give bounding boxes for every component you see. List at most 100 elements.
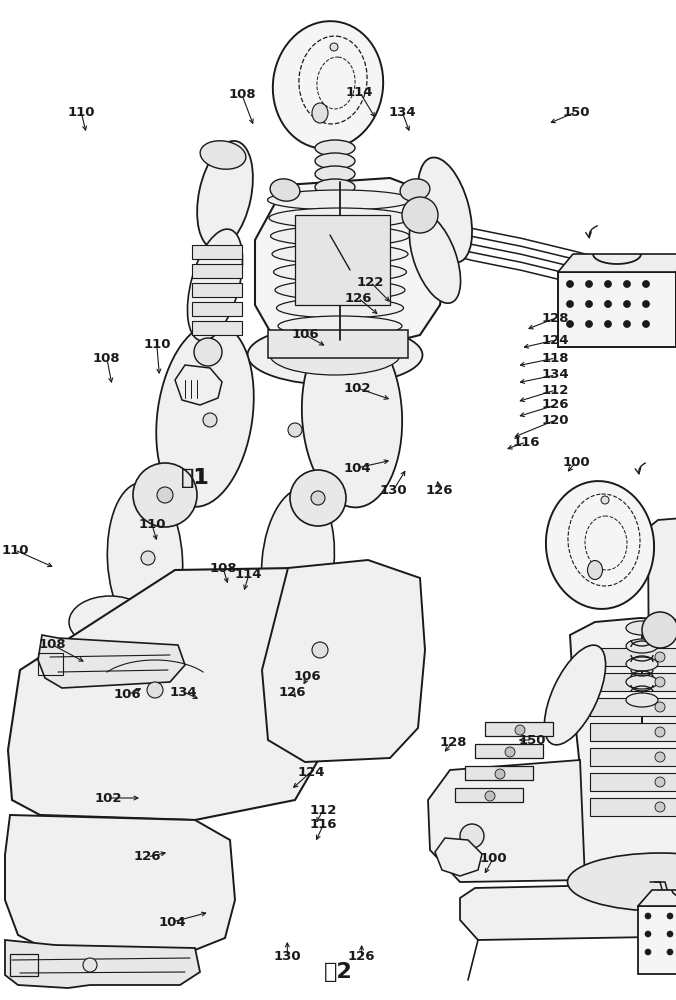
Ellipse shape bbox=[69, 596, 151, 648]
Text: 126: 126 bbox=[542, 398, 569, 412]
Circle shape bbox=[645, 949, 651, 955]
Text: 118: 118 bbox=[542, 352, 569, 364]
Text: 110: 110 bbox=[68, 105, 95, 118]
Polygon shape bbox=[5, 940, 200, 988]
Circle shape bbox=[495, 769, 505, 779]
Circle shape bbox=[623, 280, 631, 288]
Ellipse shape bbox=[315, 166, 355, 182]
Ellipse shape bbox=[262, 488, 335, 636]
Ellipse shape bbox=[418, 157, 472, 263]
Bar bbox=[590, 648, 676, 666]
Circle shape bbox=[566, 280, 573, 288]
Polygon shape bbox=[262, 560, 425, 762]
Bar bbox=[38, 653, 63, 675]
Bar bbox=[475, 744, 543, 758]
Polygon shape bbox=[428, 760, 585, 882]
Bar bbox=[485, 722, 553, 736]
Bar bbox=[558, 272, 676, 347]
Bar bbox=[10, 954, 38, 976]
Text: 150: 150 bbox=[562, 105, 589, 118]
Circle shape bbox=[667, 931, 673, 937]
Bar bbox=[590, 773, 676, 791]
Circle shape bbox=[566, 300, 573, 308]
Text: 110: 110 bbox=[143, 338, 170, 352]
Ellipse shape bbox=[626, 675, 658, 689]
Circle shape bbox=[642, 300, 650, 308]
Bar bbox=[268, 330, 408, 358]
Bar bbox=[638, 906, 676, 974]
Circle shape bbox=[585, 300, 592, 308]
Ellipse shape bbox=[546, 481, 654, 609]
Circle shape bbox=[655, 677, 665, 687]
Text: 104: 104 bbox=[159, 916, 186, 928]
Circle shape bbox=[601, 496, 609, 504]
Ellipse shape bbox=[200, 141, 246, 169]
Ellipse shape bbox=[156, 323, 254, 507]
Polygon shape bbox=[255, 178, 450, 355]
Circle shape bbox=[402, 197, 438, 233]
Circle shape bbox=[312, 642, 328, 658]
Circle shape bbox=[645, 913, 651, 919]
Circle shape bbox=[133, 463, 197, 527]
Ellipse shape bbox=[274, 262, 406, 282]
Polygon shape bbox=[38, 635, 185, 688]
Circle shape bbox=[667, 949, 673, 955]
Polygon shape bbox=[5, 815, 235, 952]
Ellipse shape bbox=[107, 483, 183, 637]
Bar bbox=[192, 283, 242, 297]
Text: 108: 108 bbox=[228, 89, 256, 102]
Ellipse shape bbox=[626, 639, 658, 653]
Bar bbox=[590, 673, 676, 691]
Text: 112: 112 bbox=[542, 383, 569, 396]
Polygon shape bbox=[570, 618, 676, 882]
Text: 116: 116 bbox=[310, 818, 337, 832]
Ellipse shape bbox=[315, 192, 355, 208]
Ellipse shape bbox=[410, 213, 460, 303]
Ellipse shape bbox=[270, 335, 400, 375]
Circle shape bbox=[83, 958, 97, 972]
Text: 126: 126 bbox=[134, 850, 161, 863]
Text: 122: 122 bbox=[357, 275, 384, 288]
Circle shape bbox=[655, 727, 665, 737]
Text: 126: 126 bbox=[279, 686, 306, 698]
Circle shape bbox=[505, 747, 515, 757]
Text: 112: 112 bbox=[310, 804, 337, 816]
Bar bbox=[192, 321, 242, 335]
Circle shape bbox=[642, 320, 650, 328]
Polygon shape bbox=[558, 254, 676, 272]
Polygon shape bbox=[648, 515, 676, 888]
Polygon shape bbox=[8, 568, 330, 820]
Ellipse shape bbox=[197, 141, 253, 249]
Circle shape bbox=[655, 777, 665, 787]
Circle shape bbox=[460, 824, 484, 848]
Ellipse shape bbox=[587, 560, 602, 580]
Text: 106: 106 bbox=[292, 328, 319, 342]
Circle shape bbox=[147, 682, 163, 698]
Circle shape bbox=[330, 43, 338, 51]
Ellipse shape bbox=[315, 179, 355, 195]
Bar bbox=[192, 245, 242, 259]
Circle shape bbox=[642, 612, 676, 648]
Bar bbox=[590, 723, 676, 741]
Ellipse shape bbox=[400, 179, 430, 201]
Circle shape bbox=[655, 752, 665, 762]
Text: 106: 106 bbox=[114, 688, 141, 702]
Ellipse shape bbox=[544, 645, 606, 745]
Circle shape bbox=[194, 338, 222, 366]
Text: 124: 124 bbox=[542, 334, 569, 347]
Text: 124: 124 bbox=[297, 766, 324, 778]
Text: 120: 120 bbox=[542, 414, 569, 426]
Text: 128: 128 bbox=[542, 312, 569, 324]
Circle shape bbox=[311, 491, 325, 505]
Polygon shape bbox=[175, 365, 222, 405]
Text: 106: 106 bbox=[294, 670, 321, 684]
Text: 134: 134 bbox=[542, 368, 569, 381]
Circle shape bbox=[288, 423, 302, 437]
Text: 116: 116 bbox=[512, 436, 539, 448]
Ellipse shape bbox=[268, 190, 412, 210]
Ellipse shape bbox=[276, 298, 404, 318]
Circle shape bbox=[203, 413, 217, 427]
Text: 100: 100 bbox=[480, 852, 507, 864]
Text: 102: 102 bbox=[343, 381, 370, 394]
Ellipse shape bbox=[302, 323, 402, 507]
